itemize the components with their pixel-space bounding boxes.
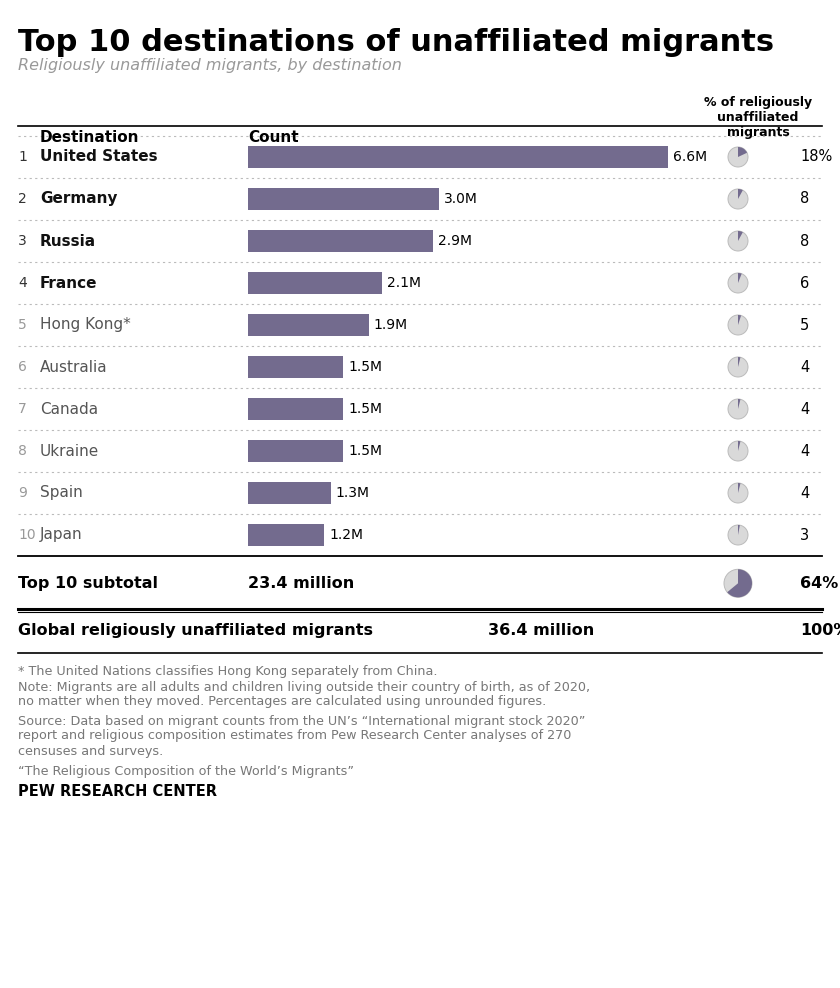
Text: % of religiously
unaffiliated
migrants: % of religiously unaffiliated migrants bbox=[704, 96, 812, 139]
Text: PEW RESEARCH CENTER: PEW RESEARCH CENTER bbox=[18, 784, 217, 799]
Text: Destination: Destination bbox=[40, 130, 139, 145]
Wedge shape bbox=[738, 273, 742, 283]
Wedge shape bbox=[738, 399, 741, 409]
Text: Australia: Australia bbox=[40, 360, 108, 374]
Text: Source: Data based on migrant counts from the UN’s “International migrant stock : Source: Data based on migrant counts fro… bbox=[18, 714, 585, 758]
Bar bbox=[248, 524, 324, 546]
Text: 36.4 million: 36.4 million bbox=[488, 623, 594, 638]
Text: “The Religious Composition of the World’s Migrants”: “The Religious Composition of the World’… bbox=[18, 765, 354, 778]
Text: United States: United States bbox=[40, 149, 158, 164]
Text: Hong Kong*: Hong Kong* bbox=[40, 317, 131, 333]
Text: Count: Count bbox=[248, 130, 299, 145]
Text: 5: 5 bbox=[18, 318, 27, 332]
Text: Russia: Russia bbox=[40, 233, 96, 249]
Text: 1.9M: 1.9M bbox=[374, 318, 408, 332]
Circle shape bbox=[728, 357, 748, 377]
Text: 4: 4 bbox=[800, 401, 809, 417]
Text: Global religiously unaffiliated migrants: Global religiously unaffiliated migrants bbox=[18, 623, 373, 638]
Text: 5: 5 bbox=[800, 317, 809, 333]
Text: Canada: Canada bbox=[40, 401, 98, 417]
Bar bbox=[248, 482, 331, 504]
Text: 6: 6 bbox=[800, 276, 809, 290]
Circle shape bbox=[728, 189, 748, 209]
Text: 1.5M: 1.5M bbox=[349, 402, 382, 416]
Bar bbox=[248, 146, 668, 168]
Text: 4: 4 bbox=[18, 276, 27, 290]
Text: 7: 7 bbox=[18, 402, 27, 416]
Text: 6.6M: 6.6M bbox=[673, 150, 707, 164]
Wedge shape bbox=[738, 147, 747, 157]
Circle shape bbox=[728, 315, 748, 335]
Text: Religiously unaffiliated migrants, by destination: Religiously unaffiliated migrants, by de… bbox=[18, 58, 402, 73]
Wedge shape bbox=[738, 441, 741, 451]
Text: 10: 10 bbox=[18, 528, 35, 542]
Wedge shape bbox=[738, 189, 743, 199]
Text: 3.0M: 3.0M bbox=[444, 192, 478, 206]
Circle shape bbox=[728, 483, 748, 503]
Text: 2: 2 bbox=[18, 192, 27, 206]
Wedge shape bbox=[738, 315, 741, 325]
Circle shape bbox=[728, 525, 748, 545]
Bar bbox=[248, 230, 433, 252]
Wedge shape bbox=[738, 357, 741, 367]
Bar bbox=[248, 356, 344, 378]
Text: * The United Nations classifies Hong Kong separately from China.: * The United Nations classifies Hong Kon… bbox=[18, 665, 438, 678]
Text: 1: 1 bbox=[18, 150, 27, 164]
Text: 64%: 64% bbox=[800, 576, 838, 591]
Text: France: France bbox=[40, 276, 97, 290]
Bar bbox=[248, 440, 344, 462]
Text: 6: 6 bbox=[18, 360, 27, 374]
Circle shape bbox=[724, 569, 752, 598]
Text: 8: 8 bbox=[800, 192, 809, 206]
Circle shape bbox=[728, 399, 748, 419]
Circle shape bbox=[728, 231, 748, 251]
Circle shape bbox=[728, 273, 748, 293]
Text: 4: 4 bbox=[800, 444, 809, 458]
Text: 3: 3 bbox=[800, 528, 809, 542]
Text: Top 10 subtotal: Top 10 subtotal bbox=[18, 576, 158, 591]
Text: 100%: 100% bbox=[800, 623, 840, 638]
Bar bbox=[248, 398, 344, 420]
Text: 3: 3 bbox=[18, 234, 27, 248]
Bar bbox=[248, 314, 369, 336]
Text: 8: 8 bbox=[800, 233, 809, 249]
Text: Spain: Spain bbox=[40, 485, 83, 501]
Text: Top 10 destinations of unaffiliated migrants: Top 10 destinations of unaffiliated migr… bbox=[18, 28, 774, 57]
Wedge shape bbox=[738, 483, 741, 493]
Text: 1.5M: 1.5M bbox=[349, 444, 382, 458]
Text: 4: 4 bbox=[800, 485, 809, 501]
Text: 8: 8 bbox=[18, 444, 27, 458]
Wedge shape bbox=[738, 231, 743, 241]
Text: Germany: Germany bbox=[40, 192, 118, 206]
Bar bbox=[248, 188, 439, 210]
Text: 1.2M: 1.2M bbox=[329, 528, 364, 542]
Bar bbox=[248, 272, 381, 294]
Wedge shape bbox=[727, 569, 752, 598]
Text: Ukraine: Ukraine bbox=[40, 444, 99, 458]
Text: 2.9M: 2.9M bbox=[438, 234, 471, 248]
Text: 1.3M: 1.3M bbox=[336, 486, 370, 500]
Text: 18%: 18% bbox=[800, 149, 832, 164]
Circle shape bbox=[728, 441, 748, 461]
Text: Note: Migrants are all adults and children living outside their country of birth: Note: Migrants are all adults and childr… bbox=[18, 681, 591, 708]
Text: 4: 4 bbox=[800, 360, 809, 374]
Text: 9: 9 bbox=[18, 486, 27, 500]
Circle shape bbox=[728, 147, 748, 167]
Text: Japan: Japan bbox=[40, 528, 82, 542]
Text: 1.5M: 1.5M bbox=[349, 360, 382, 374]
Text: 2.1M: 2.1M bbox=[386, 276, 421, 290]
Wedge shape bbox=[738, 525, 740, 535]
Text: 23.4 million: 23.4 million bbox=[248, 576, 354, 591]
